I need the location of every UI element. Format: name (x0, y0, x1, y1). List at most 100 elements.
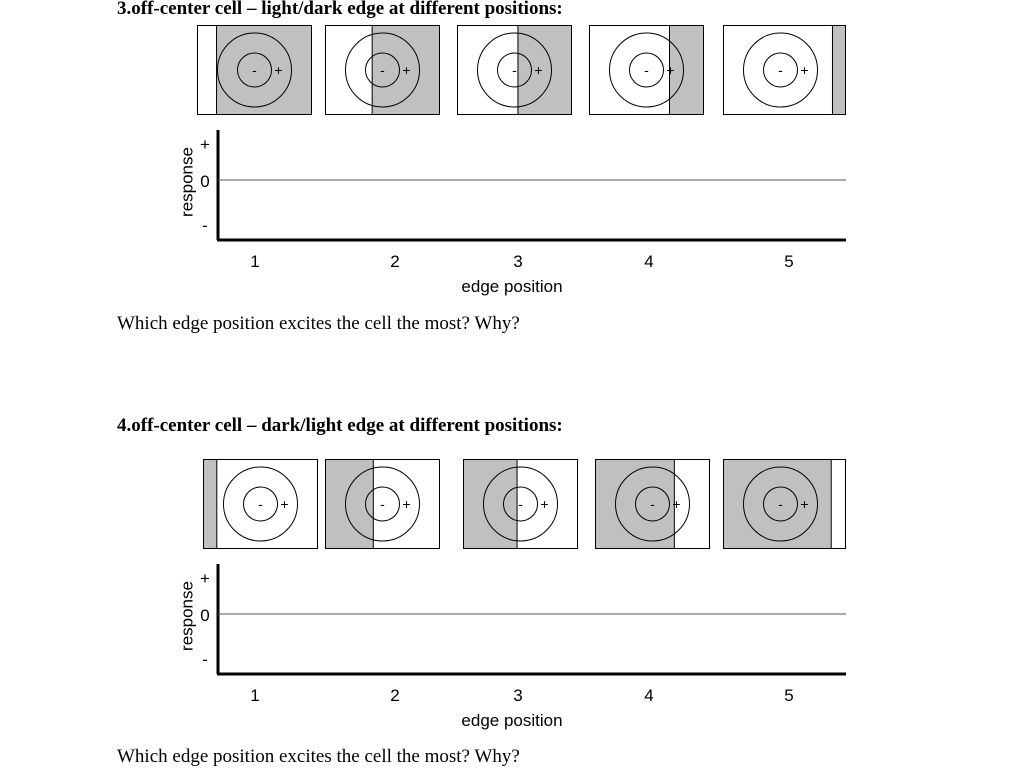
x-tick-label: 4 (644, 686, 653, 705)
x-axis-label: edge position (461, 711, 562, 730)
stimulus-panel-1: - + (197, 25, 312, 115)
surround-circle (615, 466, 690, 542)
x-tick-label: 1 (250, 252, 259, 271)
center-sign: - (512, 62, 517, 78)
y-tick-label: - (202, 216, 208, 235)
surround-circle (743, 466, 818, 542)
y-tick-label: 0 (200, 606, 209, 625)
response-plot: +0 -response 1 2 3 4 5 edge position (177, 564, 846, 730)
dark-region (669, 25, 704, 115)
panel-border (723, 25, 846, 115)
center-circle (497, 52, 532, 88)
stimulus-panel-5: - + (723, 459, 846, 549)
x-axis-label: edge position (461, 277, 562, 296)
surround-circle (483, 466, 558, 542)
center-circle (237, 52, 272, 88)
stimulus-panel-5: - + (723, 25, 846, 115)
surround-sign: + (534, 62, 542, 78)
section-4-heading: 4.off-center cell – dark/light edge at d… (117, 415, 563, 436)
center-sign: - (778, 496, 783, 512)
surround-sign: + (800, 496, 808, 512)
x-tick-label: 3 (513, 686, 522, 705)
y-axis-label: response (177, 147, 196, 217)
panel-border (325, 459, 440, 549)
center-sign: - (380, 496, 385, 512)
surround-circle (345, 466, 420, 542)
y-axis-label: response (177, 581, 196, 651)
stimulus-panel-2: - + (325, 25, 440, 115)
x-tick-label: 1 (250, 686, 259, 705)
y-tick-label: + (200, 569, 210, 588)
surround-sign: + (274, 62, 282, 78)
panel-border (203, 459, 318, 549)
panel-border (723, 459, 846, 549)
dark-region (216, 25, 312, 115)
center-circle (629, 52, 664, 88)
x-tick-label: 2 (390, 686, 399, 705)
section-4-question: Which edge position excites the cell the… (117, 746, 520, 767)
stimulus-panel-3: - + (463, 459, 578, 549)
center-circle (763, 486, 798, 522)
surround-circle (477, 32, 552, 108)
dark-region (832, 25, 846, 115)
response-plot: +0 -response 1 2 3 4 5 edge position (177, 130, 846, 296)
dark-region (203, 459, 217, 549)
panel-border (463, 459, 578, 549)
center-sign: - (644, 62, 649, 78)
surround-sign: + (666, 62, 674, 78)
dark-region (595, 459, 675, 549)
panel-background (203, 459, 318, 549)
surround-sign: + (672, 496, 680, 512)
surround-sign: + (402, 62, 410, 78)
stimulus-panel-4: - + (589, 25, 704, 115)
panel-border (197, 25, 312, 115)
panel-background (723, 25, 846, 115)
center-circle (635, 486, 670, 522)
center-circle (763, 52, 798, 88)
x-tick-label: 2 (390, 252, 399, 271)
stimulus-panel-2: - + (325, 459, 440, 549)
surround-circle (609, 32, 684, 108)
y-tick-label: 0 (200, 172, 209, 191)
surround-circle (743, 32, 818, 108)
surround-sign: + (800, 62, 808, 78)
center-circle (365, 52, 400, 88)
section-3-question: Which edge position excites the cell the… (117, 313, 520, 334)
surround-circle (223, 466, 298, 542)
x-tick-label: 4 (644, 252, 653, 271)
x-tick-label: 5 (784, 686, 793, 705)
center-circle (365, 486, 400, 522)
center-circle (503, 486, 538, 522)
panel-border (325, 25, 440, 115)
surround-circle (217, 32, 292, 108)
dark-region (325, 459, 374, 549)
dark-region (372, 25, 440, 115)
panel-border (595, 459, 710, 549)
y-tick-label: + (200, 135, 210, 154)
center-sign: - (252, 62, 257, 78)
dark-region (517, 25, 572, 115)
center-sign: - (380, 62, 385, 78)
center-sign: - (518, 496, 523, 512)
section-3-heading: 3.off-center cell – light/dark edge at d… (117, 0, 563, 19)
center-sign: - (650, 496, 655, 512)
surround-sign: + (540, 496, 548, 512)
x-tick-label: 3 (513, 252, 522, 271)
stimulus-panel-4: - + (595, 459, 710, 549)
stimulus-panel-3: - + (457, 25, 572, 115)
panel-border (457, 25, 572, 115)
center-circle (243, 486, 278, 522)
panel-border (589, 25, 704, 115)
surround-sign: + (402, 496, 410, 512)
surround-sign: + (280, 496, 288, 512)
x-tick-label: 5 (784, 252, 793, 271)
center-sign: - (778, 62, 783, 78)
surround-circle (345, 32, 420, 108)
dark-region (463, 459, 518, 549)
center-sign: - (258, 496, 263, 512)
stimulus-panel-1: - + (203, 459, 318, 549)
y-tick-label: - (202, 650, 208, 669)
